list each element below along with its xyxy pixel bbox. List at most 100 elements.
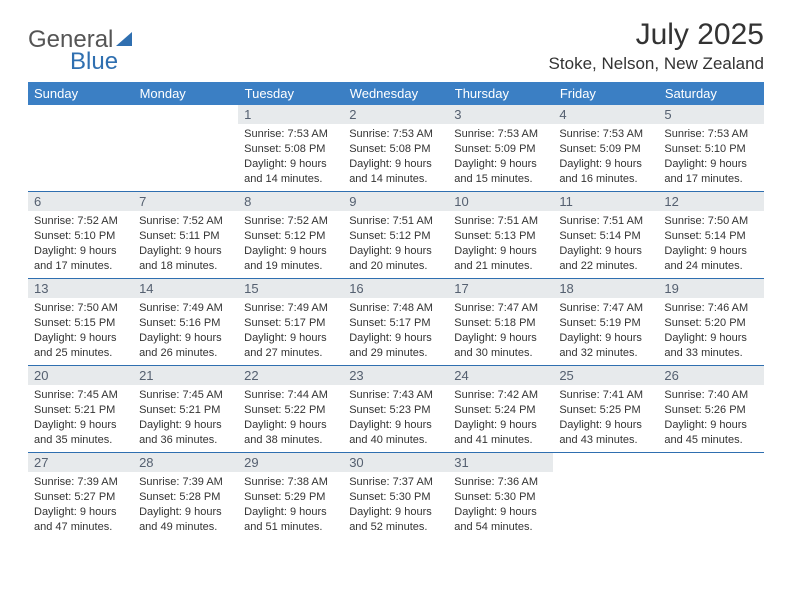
day-data: Sunrise: 7:40 AMSunset: 5:26 PMDaylight:… [658,385,763,451]
day-cell: 25Sunrise: 7:41 AMSunset: 5:25 PMDayligh… [553,366,658,453]
day-number: 13 [28,279,133,298]
daylight-line: Daylight: 9 hours and 40 minutes. [349,418,442,448]
daylight-line: Daylight: 9 hours and 45 minutes. [664,418,757,448]
sunset-line: Sunset: 5:30 PM [349,490,442,505]
day-number: 6 [28,192,133,211]
sunrise-line: Sunrise: 7:53 AM [454,127,547,142]
day-number: 30 [343,453,448,472]
daylight-line: Daylight: 9 hours and 38 minutes. [244,418,337,448]
day-data: Sunrise: 7:53 AMSunset: 5:10 PMDaylight:… [658,124,763,190]
daylight-line: Daylight: 9 hours and 16 minutes. [559,157,652,187]
sunset-line: Sunset: 5:27 PM [34,490,127,505]
weekday-header: Thursday [448,82,553,105]
sunset-line: Sunset: 5:14 PM [664,229,757,244]
sunrise-line: Sunrise: 7:51 AM [559,214,652,229]
day-cell: 19Sunrise: 7:46 AMSunset: 5:20 PMDayligh… [658,279,763,366]
day-cell: 15Sunrise: 7:49 AMSunset: 5:17 PMDayligh… [238,279,343,366]
sunrise-line: Sunrise: 7:45 AM [34,388,127,403]
day-number: 24 [448,366,553,385]
sunset-line: Sunset: 5:09 PM [559,142,652,157]
day-cell: 29Sunrise: 7:38 AMSunset: 5:29 PMDayligh… [238,453,343,540]
day-number: 8 [238,192,343,211]
day-data: Sunrise: 7:43 AMSunset: 5:23 PMDaylight:… [343,385,448,451]
daylight-line: Daylight: 9 hours and 17 minutes. [664,157,757,187]
day-cell: 4Sunrise: 7:53 AMSunset: 5:09 PMDaylight… [553,105,658,192]
daylight-line: Daylight: 9 hours and 14 minutes. [349,157,442,187]
daylight-line: Daylight: 9 hours and 24 minutes. [664,244,757,274]
sunrise-line: Sunrise: 7:39 AM [139,475,232,490]
day-number: 3 [448,105,553,124]
day-number: 23 [343,366,448,385]
day-cell: 1Sunrise: 7:53 AMSunset: 5:08 PMDaylight… [238,105,343,192]
sunset-line: Sunset: 5:17 PM [244,316,337,331]
daylight-line: Daylight: 9 hours and 35 minutes. [34,418,127,448]
day-cell: 18Sunrise: 7:47 AMSunset: 5:19 PMDayligh… [553,279,658,366]
sunrise-line: Sunrise: 7:44 AM [244,388,337,403]
sunrise-line: Sunrise: 7:52 AM [139,214,232,229]
weekday-row: SundayMondayTuesdayWednesdayThursdayFrid… [28,82,764,105]
day-number: 22 [238,366,343,385]
weekday-header: Friday [553,82,658,105]
calendar-head: SundayMondayTuesdayWednesdayThursdayFrid… [28,82,764,105]
daylight-line: Daylight: 9 hours and 49 minutes. [139,505,232,535]
daylight-line: Daylight: 9 hours and 19 minutes. [244,244,337,274]
logo-text-blue: Blue [70,48,118,75]
sunrise-line: Sunrise: 7:43 AM [349,388,442,403]
sunset-line: Sunset: 5:10 PM [34,229,127,244]
day-data: Sunrise: 7:53 AMSunset: 5:08 PMDaylight:… [343,124,448,190]
sunset-line: Sunset: 5:14 PM [559,229,652,244]
day-cell: 16Sunrise: 7:48 AMSunset: 5:17 PMDayligh… [343,279,448,366]
calendar-row: 1Sunrise: 7:53 AMSunset: 5:08 PMDaylight… [28,105,764,192]
day-data: Sunrise: 7:36 AMSunset: 5:30 PMDaylight:… [448,472,553,538]
header: GeneralBlue July 2025 Stoke, Nelson, New… [28,18,764,76]
day-data: Sunrise: 7:42 AMSunset: 5:24 PMDaylight:… [448,385,553,451]
weekday-header: Saturday [658,82,763,105]
day-cell: 26Sunrise: 7:40 AMSunset: 5:26 PMDayligh… [658,366,763,453]
calendar-row: 27Sunrise: 7:39 AMSunset: 5:27 PMDayligh… [28,453,764,540]
day-cell: 2Sunrise: 7:53 AMSunset: 5:08 PMDaylight… [343,105,448,192]
sunrise-line: Sunrise: 7:52 AM [244,214,337,229]
day-number: 26 [658,366,763,385]
weekday-header: Tuesday [238,82,343,105]
day-number: 1 [238,105,343,124]
daylight-line: Daylight: 9 hours and 21 minutes. [454,244,547,274]
daylight-line: Daylight: 9 hours and 17 minutes. [34,244,127,274]
day-cell: 21Sunrise: 7:45 AMSunset: 5:21 PMDayligh… [133,366,238,453]
sunrise-line: Sunrise: 7:40 AM [664,388,757,403]
sunrise-line: Sunrise: 7:46 AM [664,301,757,316]
sunrise-line: Sunrise: 7:38 AM [244,475,337,490]
sunrise-line: Sunrise: 7:37 AM [349,475,442,490]
sunset-line: Sunset: 5:12 PM [244,229,337,244]
daylight-line: Daylight: 9 hours and 26 minutes. [139,331,232,361]
weekday-header: Wednesday [343,82,448,105]
day-cell: 10Sunrise: 7:51 AMSunset: 5:13 PMDayligh… [448,192,553,279]
day-number: 10 [448,192,553,211]
day-cell: 14Sunrise: 7:49 AMSunset: 5:16 PMDayligh… [133,279,238,366]
sunset-line: Sunset: 5:19 PM [559,316,652,331]
day-data: Sunrise: 7:38 AMSunset: 5:29 PMDaylight:… [238,472,343,538]
day-number: 5 [658,105,763,124]
day-data: Sunrise: 7:50 AMSunset: 5:14 PMDaylight:… [658,211,763,277]
day-number: 19 [658,279,763,298]
empty-cell [658,453,763,540]
sunset-line: Sunset: 5:30 PM [454,490,547,505]
calendar-body: 1Sunrise: 7:53 AMSunset: 5:08 PMDaylight… [28,105,764,539]
sunset-line: Sunset: 5:17 PM [349,316,442,331]
day-data: Sunrise: 7:48 AMSunset: 5:17 PMDaylight:… [343,298,448,364]
sunrise-line: Sunrise: 7:49 AM [244,301,337,316]
day-number: 31 [448,453,553,472]
day-number: 14 [133,279,238,298]
day-data: Sunrise: 7:51 AMSunset: 5:13 PMDaylight:… [448,211,553,277]
sunset-line: Sunset: 5:11 PM [139,229,232,244]
sunset-line: Sunset: 5:24 PM [454,403,547,418]
day-data: Sunrise: 7:53 AMSunset: 5:09 PMDaylight:… [553,124,658,190]
day-cell: 30Sunrise: 7:37 AMSunset: 5:30 PMDayligh… [343,453,448,540]
sunrise-line: Sunrise: 7:50 AM [664,214,757,229]
location: Stoke, Nelson, New Zealand [549,54,764,74]
daylight-line: Daylight: 9 hours and 51 minutes. [244,505,337,535]
sunset-line: Sunset: 5:28 PM [139,490,232,505]
day-number: 2 [343,105,448,124]
day-number: 25 [553,366,658,385]
day-cell: 28Sunrise: 7:39 AMSunset: 5:28 PMDayligh… [133,453,238,540]
day-number: 7 [133,192,238,211]
